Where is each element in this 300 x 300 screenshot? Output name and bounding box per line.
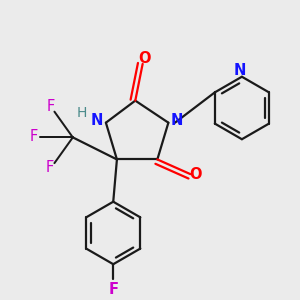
Text: O: O [138,51,151,66]
Text: N: N [170,113,183,128]
Text: F: F [30,129,38,144]
Text: N: N [234,63,246,78]
Text: F: F [46,99,55,114]
Text: N: N [91,113,103,128]
Text: F: F [108,282,118,297]
Text: H: H [77,106,87,121]
Text: F: F [46,160,54,175]
Text: O: O [190,167,202,182]
